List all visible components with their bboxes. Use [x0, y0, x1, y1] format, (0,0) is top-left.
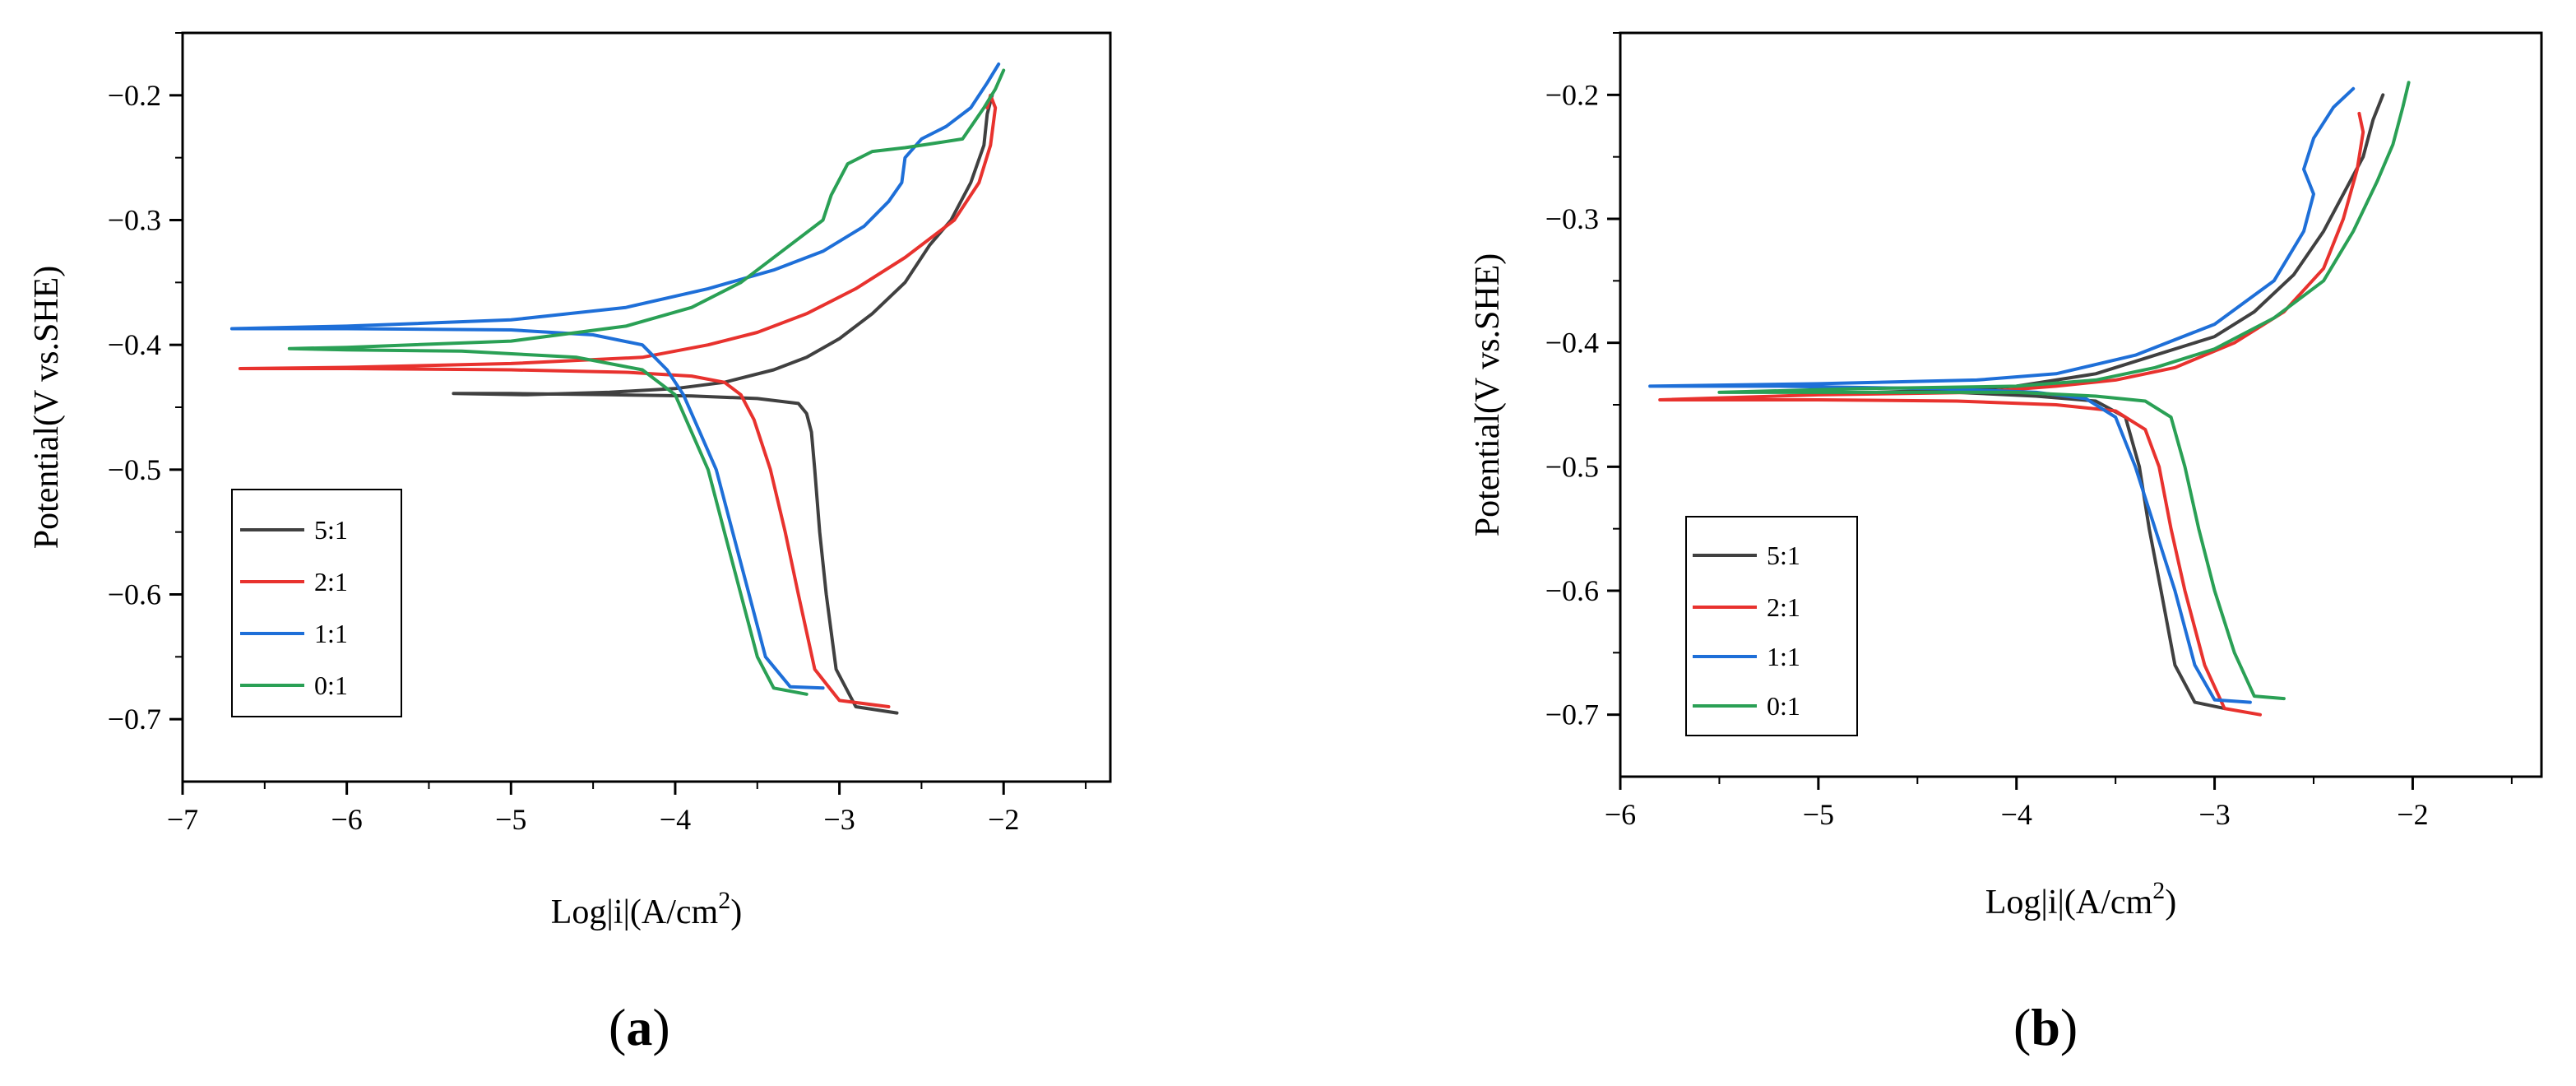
panel-a-y-axis-title: Potential(V vs.SHE)	[28, 266, 66, 550]
panel-b-legend-label-0to1: 0:1	[1767, 691, 1800, 721]
panel-b-x-tick-label: −4	[2001, 798, 2032, 831]
panel-a-y-tick-label: −0.4	[108, 328, 161, 361]
panel-a-label: (a)	[609, 998, 670, 1056]
panel-b-series	[1648, 81, 2411, 717]
panel-b-legend-label-5to1: 5:1	[1767, 541, 1800, 570]
panel-a-legend-label-5to1: 5:1	[314, 515, 348, 545]
panel-b-y-axis-title: Potential(V vs.SHE)	[1469, 253, 1507, 537]
panel-a-y-tick-label: −0.7	[108, 703, 161, 736]
panel-b-series-line-0to1	[1717, 81, 2411, 701]
panel-a-x-tick-label: −2	[988, 803, 1019, 836]
panel-a-y-tick-label: −0.5	[108, 453, 161, 486]
panel-a-legend-box	[231, 489, 402, 717]
panel-a-x-axis-title-end: )	[730, 893, 742, 931]
panel-b-legend-label-2to1: 2:1	[1767, 592, 1800, 622]
panel-a-x-tick-label: −6	[331, 803, 362, 836]
panel-b-series-line-1to1	[1648, 86, 2356, 704]
panel-b-x-axis-title: Log|i|(A/cm2)	[1985, 877, 2176, 921]
panel-b-series-line-2to1	[1658, 111, 2365, 717]
panel-b-axis-ticks: −6 −5 −4 −3 −2 −0.2 −0.3 −0.4 −0.5 −0.6 −0.7	[1545, 32, 2513, 831]
panel-a: −7 −6 −5 −4 −3 −2 −0.2 −0.3 −0.4 −0.5 −0.6 −0.7 5:1…	[28, 31, 1112, 1056]
panel-a-x-axis-title: Log|i|(A/cm2)	[551, 887, 742, 931]
panel-a-y-tick-label: −0.2	[108, 79, 161, 112]
panel-b-y-tick-label: −0.6	[1545, 574, 1599, 607]
panel-b-x-tick-label: −5	[1803, 798, 1834, 831]
panel-a-axis-ticks: −7 −6 −5 −4 −3 −2 −0.2 −0.3 −0.4 −0.5 −0.6 −0.7	[108, 32, 1087, 836]
panel-a-legend: 5:1 2:1 1:1 0:1	[231, 489, 402, 717]
panel-b-x-axis-title-main: Log|i|(A/cm	[1985, 884, 2153, 921]
panel-b-y-tick-label: −0.5	[1545, 450, 1599, 483]
panel-a-x-tick-label: −3	[823, 803, 855, 836]
panel-a-y-tick-label: −0.6	[108, 578, 161, 611]
panel-a-x-tick-label: −7	[167, 803, 198, 836]
panel-b-y-tick-label: −0.2	[1545, 78, 1599, 111]
panel-b-legend-box	[1685, 516, 1858, 736]
panel-a-series-line-1to1	[229, 62, 1001, 690]
panel-b-y-tick-label: −0.7	[1545, 698, 1599, 731]
panel-a-series-line-2to1	[238, 93, 998, 708]
panel-a-legend-label-0to1: 0:1	[314, 671, 348, 700]
panel-b-legend: 5:1 2:1 1:1 0:1	[1685, 516, 1858, 736]
panel-b-x-tick-label: −2	[2397, 798, 2428, 831]
panel-a-x-tick-label: −5	[495, 803, 526, 836]
panel-b-label: (b)	[2013, 998, 2078, 1056]
panel-a-series-line-0to1	[287, 68, 1006, 696]
panel-b-x-axis-title-sup: 2	[2152, 877, 2165, 904]
panel-b: −6 −5 −4 −3 −2 −0.2 −0.3 −0.4 −0.5 −0.6 −0.7 5:1 2…	[1469, 31, 2543, 1056]
panel-a-x-axis-title-sup: 2	[718, 887, 730, 914]
panel-a-x-axis-title-main: Log|i|(A/cm	[551, 893, 719, 931]
panel-a-series	[229, 62, 1006, 715]
panel-a-x-tick-label: −4	[660, 803, 691, 836]
panel-a-y-tick-label: −0.3	[108, 204, 161, 237]
panel-b-x-axis-title-end: )	[2165, 884, 2176, 921]
panel-b-legend-label-1to1: 1:1	[1767, 642, 1800, 671]
panel-b-x-tick-label: −6	[1605, 798, 1636, 831]
panel-b-label-letter: b	[2031, 998, 2060, 1056]
panel-b-y-tick-label: −0.4	[1545, 327, 1599, 360]
panel-a-legend-label-1to1: 1:1	[314, 619, 348, 648]
panel-a-legend-label-2to1: 2:1	[314, 567, 348, 596]
panel-b-x-tick-label: −3	[2198, 798, 2230, 831]
panel-a-series-line-5to1	[452, 93, 994, 715]
panel-a-label-letter: a	[626, 998, 652, 1056]
panel-b-y-tick-label: −0.3	[1545, 202, 1599, 235]
